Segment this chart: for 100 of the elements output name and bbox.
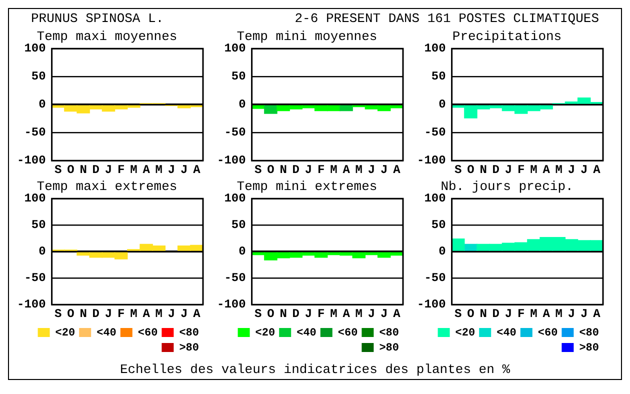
x-tick-label: O — [267, 162, 274, 177]
x-tick-label: A — [342, 162, 351, 177]
y-tick-label: -100 — [416, 154, 446, 168]
y-tick-label: -100 — [16, 298, 46, 312]
legend-label: <80 — [579, 327, 600, 340]
x-tick-label: M — [355, 162, 363, 177]
x-tick-label: J — [168, 162, 176, 177]
chart-title: Temp maxi moyennes — [36, 29, 178, 44]
legend-label: <60 — [138, 327, 158, 340]
legend-label: <80 — [379, 327, 400, 340]
x-tick-label: J — [568, 306, 576, 321]
x-tick-label: A — [193, 306, 202, 321]
x-tick-label: J — [504, 306, 512, 321]
x-tick-label: M — [330, 162, 338, 177]
x-tick-label: J — [304, 162, 312, 177]
x-tick-label: O — [467, 306, 474, 321]
y-tick-label: 50 — [231, 218, 246, 232]
legend-label: <20 — [255, 327, 276, 340]
chart-title: Temp mini moyennes — [236, 29, 378, 44]
chart-title: Precipitations — [452, 29, 562, 44]
y-tick-label: -50 — [24, 126, 46, 140]
x-tick-label: J — [580, 162, 588, 177]
x-tick-label: N — [480, 162, 487, 177]
x-tick-label: J — [504, 162, 512, 177]
y-tick-label: 0 — [38, 98, 46, 112]
legend-label: <60 — [338, 327, 358, 340]
x-tick-label: S — [454, 306, 462, 321]
x-tick-label: F — [318, 162, 325, 177]
x-tick-label: J — [368, 162, 376, 177]
text: Echelles des valeurs indicatrices des plantes en % — [118, 362, 512, 377]
x-tick-label: J — [304, 306, 312, 321]
x-tick-label: M — [330, 306, 338, 321]
y-tick-label: 100 — [24, 42, 46, 56]
chart-title: Nb. jours precip. — [440, 179, 574, 194]
x-tick-label: O — [67, 306, 74, 321]
x-tick-label: O — [67, 162, 74, 177]
y-tick-label: 100 — [224, 192, 246, 206]
y-tick-label: -100 — [216, 154, 246, 168]
x-tick-label: S — [254, 306, 262, 321]
x-tick-label: J — [568, 162, 576, 177]
x-tick-label: A — [593, 306, 602, 321]
legend-label: <20 — [55, 327, 76, 340]
x-tick-label: S — [254, 162, 262, 177]
x-tick-label: A — [542, 306, 551, 321]
x-tick-label: A — [393, 306, 402, 321]
x-tick-label: S — [454, 162, 462, 177]
y-tick-label: -50 — [224, 271, 246, 286]
y-tick-label: 100 — [24, 192, 46, 206]
y-tick-label: 100 — [424, 42, 446, 56]
y-tick-label: -50 — [424, 271, 446, 286]
x-tick-label: M — [530, 162, 538, 177]
y-tick-label: -100 — [216, 298, 246, 312]
x-tick-label: S — [54, 162, 62, 177]
x-tick-label: M — [130, 162, 138, 177]
x-tick-label: A — [542, 162, 551, 177]
legend-label: <60 — [538, 327, 558, 340]
x-tick-label: A — [142, 162, 151, 177]
text: 2-6 PRESENT DANS 161 POSTES CLIMATIQUES — [294, 11, 599, 28]
x-tick-label: D — [492, 306, 500, 321]
x-tick-label: J — [180, 162, 188, 177]
legend-label: <40 — [496, 327, 516, 340]
chart-title: Temp mini extremes — [236, 179, 378, 194]
x-tick-label: A — [393, 162, 402, 177]
y-tick-label: 50 — [31, 70, 46, 84]
y-tick-label: 100 — [424, 192, 446, 206]
y-tick-label: 0 — [238, 98, 246, 112]
x-tick-label: A — [342, 306, 351, 321]
bar — [452, 238, 465, 251]
y-tick-label: 0 — [438, 98, 446, 112]
x-tick-label: A — [142, 306, 151, 321]
x-tick-label: D — [92, 162, 100, 177]
x-tick-label: A — [193, 162, 202, 177]
x-tick-label: M — [555, 162, 563, 177]
x-tick-label: J — [104, 306, 112, 321]
y-tick-label: -50 — [224, 126, 246, 140]
x-tick-label: D — [292, 306, 300, 321]
x-tick-label: O — [267, 306, 274, 321]
y-tick-label: 100 — [224, 42, 246, 56]
x-tick-label: M — [155, 162, 163, 177]
y-tick-label: -100 — [16, 154, 46, 168]
legend-label: <20 — [455, 327, 476, 340]
text: PRUNUS SPINOSA L. — [31, 11, 164, 28]
y-tick-label: -50 — [424, 126, 446, 140]
y-tick-label: 0 — [238, 244, 246, 259]
y-tick-label: 0 — [438, 244, 446, 259]
x-tick-label: M — [530, 306, 538, 321]
x-tick-label: D — [292, 162, 300, 177]
legend-label: >80 — [379, 342, 400, 354]
x-tick-label: D — [492, 162, 500, 177]
x-tick-label: J — [580, 306, 588, 321]
x-tick-label: F — [518, 162, 525, 177]
x-tick-label: N — [280, 162, 287, 177]
x-tick-label: N — [80, 306, 87, 321]
y-tick-label: 50 — [31, 218, 46, 232]
x-tick-label: M — [555, 306, 563, 321]
x-tick-label: N — [480, 306, 487, 321]
legend-label: <80 — [179, 327, 200, 340]
x-tick-label: M — [355, 306, 363, 321]
y-tick-label: 0 — [38, 244, 46, 259]
x-tick-label: J — [380, 306, 388, 321]
